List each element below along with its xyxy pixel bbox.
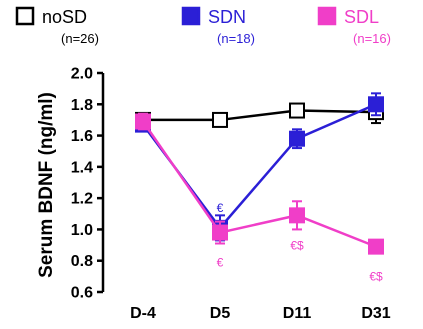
data-point (212, 224, 228, 241)
series-line (141, 120, 377, 248)
data-point (289, 130, 305, 147)
legend-swatch (181, 6, 201, 26)
series-line (143, 109, 377, 122)
y-tick-label: 1.6 (71, 128, 93, 145)
significance-annotation: €$ (369, 270, 383, 284)
legend: noSD (n=26) SDN (n=18) SDL (n=16) (15, 6, 391, 46)
x-tick-label: D11 (283, 305, 312, 322)
legend-label: SDL (344, 7, 379, 27)
data-point (212, 111, 228, 128)
legend-swatch (317, 6, 337, 26)
x-tick-label: D5 (210, 305, 231, 322)
legend-n-label: (n=26) (61, 31, 99, 46)
significance-annotation: €$ (290, 238, 304, 252)
legend-item-SDN: SDN (n=18) (181, 6, 255, 46)
y-tick-label: 0.8 (71, 253, 93, 270)
significance-annotation: € (217, 201, 224, 215)
legend-n-label: (n=16) (353, 31, 391, 46)
data-point (289, 207, 305, 224)
legend-label: noSD (42, 7, 87, 27)
data-point (368, 96, 384, 113)
legend-item-SDL: SDL (n=16) (317, 6, 391, 46)
y-tick-label: 0.6 (71, 285, 93, 302)
series-noSD (135, 100, 384, 128)
legend-n-label: (n=18) (217, 31, 255, 46)
legend-swatch (15, 6, 35, 26)
plot-area: € € €$ €$ (135, 92, 384, 284)
y-tick-label: 1.4 (71, 159, 93, 176)
legend-item-noSD: noSD (n=26) (15, 6, 99, 46)
y-tick-label: 1.2 (71, 191, 93, 208)
legend-label: SDN (208, 7, 246, 27)
x-tick-label: D-4 (130, 305, 156, 322)
y-axis-label: Serum BDNF (ng/ml) (36, 92, 57, 278)
significance-annotation: € (217, 256, 224, 270)
series-SDL: € €$ €$ (135, 112, 384, 284)
axes: 0.6 0.8 1.0 1.2 1.4 1.6 1.8 2.0 D-4 D5 D11 D31 (71, 66, 391, 323)
data-point (135, 113, 151, 130)
y-tick-label: 1.0 (71, 222, 93, 239)
x-tick-label: D31 (361, 305, 390, 322)
data-point (368, 238, 384, 255)
series-line (141, 103, 377, 230)
y-tick-label: 1.8 (71, 97, 93, 114)
data-point (289, 102, 305, 119)
y-tick-label: 2.0 (71, 66, 93, 83)
